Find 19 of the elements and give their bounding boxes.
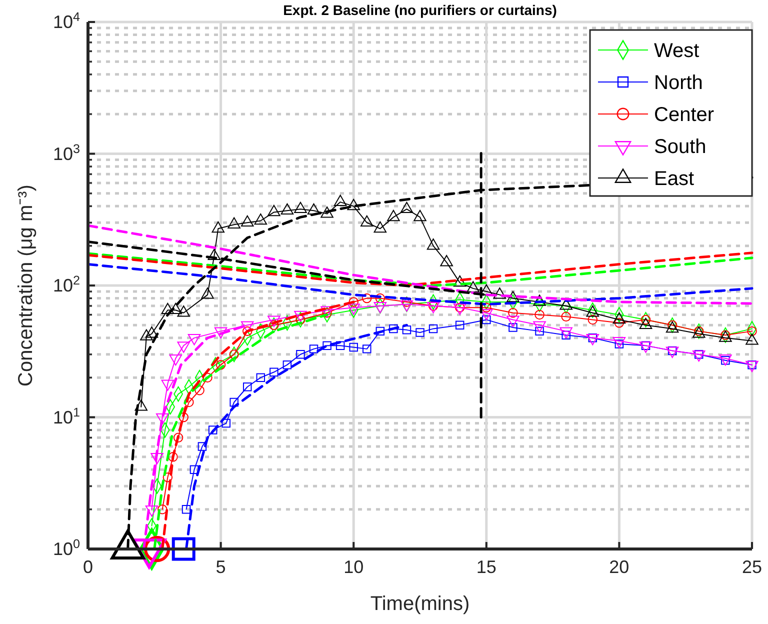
legend-label: East (654, 168, 694, 190)
x-tick-label: 0 (82, 557, 94, 577)
y-tick-label: 10$^{1}$ (52, 405, 80, 428)
x-tick-label: 10 (344, 557, 364, 577)
y-axis-title: Concentration (μg m⁻³) (15, 184, 37, 386)
y-tick-label: 10$^{4}$ (52, 10, 80, 32)
legend-label: Center (654, 104, 714, 126)
y-tick-label: 10$^{2}$ (52, 274, 80, 296)
chart-title: Expt. 2 Baseline (no purifiers or curtains) (283, 2, 557, 18)
x-tick-label: 5 (216, 557, 226, 577)
x-tick-label: 20 (609, 557, 630, 577)
y-tick-label: 10$^{0}$ (52, 537, 80, 559)
x-axis-title: Time(mins) (370, 593, 470, 615)
x-tick-label: 15 (476, 557, 496, 577)
legend-label: West (654, 40, 700, 62)
legend-label: North (654, 72, 703, 94)
legend-label: South (654, 136, 706, 158)
y-tick-label: 10$^{3}$ (52, 142, 80, 164)
x-tick-label: 25 (742, 557, 762, 577)
